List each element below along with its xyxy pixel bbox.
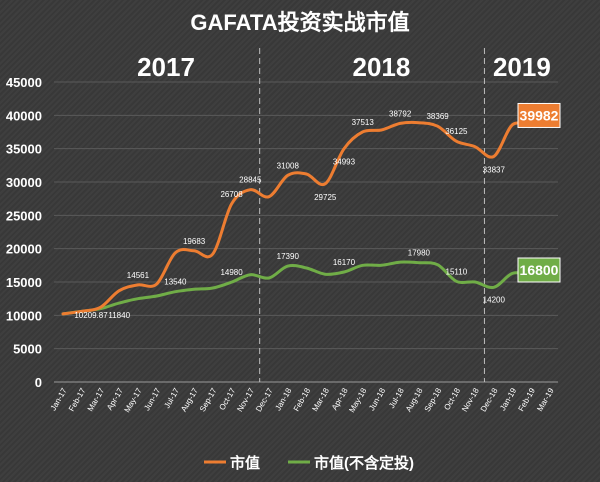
x-tick-label: Dec-17 — [254, 386, 275, 413]
data-label: 33837 — [483, 165, 506, 174]
end-value-box — [517, 102, 561, 128]
data-label: 26708 — [220, 190, 243, 199]
x-tick-label: Jun-17 — [142, 386, 162, 412]
y-tick-label: 5000 — [13, 342, 42, 357]
legend-label-0: 市值 — [230, 454, 260, 472]
end-value-label: 16800 — [520, 262, 559, 278]
y-tick-label: 15000 — [6, 275, 42, 290]
y-tick-label: 20000 — [6, 242, 42, 257]
year-label: 2019 — [493, 52, 551, 82]
data-label: 17980 — [408, 249, 431, 258]
data-label: 38369 — [426, 112, 449, 121]
data-label: 31008 — [277, 161, 300, 170]
end-value-box — [517, 257, 561, 283]
year-label: 2017 — [137, 52, 195, 82]
x-tick-label: Oct-17 — [218, 386, 238, 412]
x-tick-label: Mar-17 — [86, 386, 107, 413]
data-label: 36125 — [445, 127, 468, 136]
y-tick-label: 35000 — [6, 142, 42, 157]
data-label: 11840 — [108, 311, 130, 320]
y-tick-label: 40000 — [6, 108, 42, 123]
x-tick-label: May-17 — [123, 386, 144, 414]
year-label: 2018 — [353, 52, 411, 82]
data-label: 28845 — [239, 176, 262, 185]
legend-label-1: 市值(不含定投) — [314, 454, 414, 472]
chart-title: GAFATA投资实战市值 — [190, 10, 409, 35]
series-line-1 — [61, 260, 552, 316]
x-tick-label: Apr-17 — [105, 386, 125, 412]
y-tick-label: 25000 — [6, 208, 42, 223]
data-label: 14561 — [127, 271, 150, 280]
x-tick-label: Sep-17 — [198, 386, 219, 413]
data-label: 37513 — [352, 118, 375, 127]
series-line-0 — [61, 114, 552, 316]
y-tick-label: 45000 — [6, 75, 42, 90]
x-tick-label: Jul-17 — [162, 386, 181, 410]
x-tick-label: Jun-18 — [367, 386, 387, 412]
x-tick-label: Mar-18 — [310, 386, 331, 413]
x-tick-label: Sep-18 — [423, 386, 444, 413]
data-label: 13540 — [164, 278, 187, 287]
data-label: 14200 — [483, 295, 506, 304]
end-value-label: 39982 — [520, 107, 559, 123]
data-label: 16170 — [333, 258, 356, 267]
x-tick-label: Dec-18 — [479, 386, 500, 413]
x-tick-label: Jan-17 — [49, 386, 69, 412]
x-tick-label: Jan-19 — [498, 386, 518, 412]
x-tick-label: May-18 — [347, 386, 368, 414]
x-tick-label: Jul-18 — [387, 386, 406, 410]
data-label: 15110 — [446, 267, 468, 276]
data-label: 10209.87 — [74, 311, 108, 320]
data-label: 14980 — [220, 268, 243, 277]
data-label: 38792 — [389, 109, 412, 118]
data-label: 19683 — [183, 237, 206, 246]
x-tick-label: Jan-18 — [273, 386, 293, 412]
x-tick-label: Apr-18 — [330, 386, 350, 412]
data-label: 34993 — [333, 158, 356, 167]
data-label: 17390 — [277, 252, 300, 261]
x-tick-label: Mar-19 — [535, 386, 556, 413]
x-tick-label: Oct-18 — [442, 386, 462, 412]
y-tick-label: 0 — [35, 375, 42, 390]
y-tick-label: 30000 — [6, 175, 42, 190]
y-tick-label: 10000 — [6, 308, 42, 323]
data-label: 29725 — [314, 193, 337, 202]
